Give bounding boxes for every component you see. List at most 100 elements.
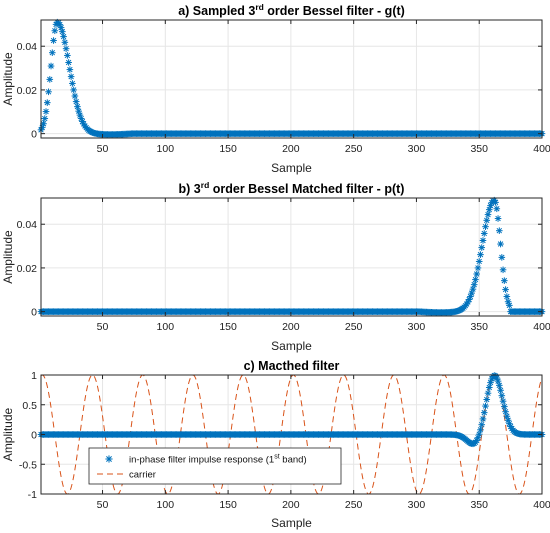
sample-point bbox=[494, 215, 502, 222]
y-tick-label: 0.02 bbox=[17, 85, 38, 97]
sample-point bbox=[69, 80, 76, 87]
data-series bbox=[37, 18, 546, 138]
marker-stroke bbox=[63, 45, 69, 52]
marker-stroke bbox=[44, 99, 51, 106]
sample-point bbox=[482, 223, 489, 230]
marker-stroke bbox=[59, 28, 66, 35]
sample-point bbox=[70, 86, 77, 94]
x-tick-label: 100 bbox=[157, 143, 175, 155]
chart-panel-1: 50 100 150 200 250 300 350 400 0 0.02 0.04 Sample Am… bbox=[1, 2, 550, 175]
sample-point bbox=[47, 62, 55, 70]
marker-stroke bbox=[50, 37, 57, 44]
sample-point bbox=[473, 270, 481, 278]
sample-point bbox=[60, 33, 67, 40]
sample-point bbox=[72, 98, 80, 105]
sample-point bbox=[45, 88, 52, 96]
marker-stroke bbox=[69, 80, 76, 87]
marker-stroke bbox=[65, 59, 72, 66]
y-tick-label: 0.04 bbox=[17, 41, 38, 53]
sample-point bbox=[475, 258, 483, 265]
sample-point bbox=[477, 251, 484, 258]
sample-point bbox=[43, 99, 51, 106]
marker-stroke bbox=[45, 89, 52, 95]
marker-stroke bbox=[40, 120, 47, 127]
x-tick-label: 300 bbox=[408, 143, 426, 155]
plot-area bbox=[41, 20, 542, 138]
marker-stroke bbox=[60, 33, 67, 40]
marker-stroke bbox=[67, 66, 73, 73]
sample-point bbox=[46, 76, 54, 83]
sample-point bbox=[61, 39, 69, 46]
chart-panel-2: 50 100 150 200 250 300 350 400 0 0.02 0.04 Sample Am… bbox=[1, 180, 550, 353]
y-tick-label: 0 bbox=[31, 307, 37, 319]
sample-point bbox=[71, 92, 79, 100]
marker-stroke bbox=[64, 52, 71, 59]
x-tick-label: 50 bbox=[97, 321, 109, 333]
chart-title-prefix: b) 3 bbox=[179, 182, 201, 196]
x-tick-label: 200 bbox=[282, 321, 300, 333]
sample-point bbox=[41, 115, 49, 122]
y-tick-label: 0.04 bbox=[17, 219, 38, 231]
sample-point bbox=[40, 120, 47, 128]
marker-stroke bbox=[58, 24, 64, 31]
chart-panel-3: 50 100 150 200 250 300 350 400-1-0.500.51Sample… bbox=[1, 359, 550, 530]
axes-box bbox=[40, 19, 543, 139]
marker-stroke bbox=[72, 93, 78, 99]
chart-title-superscript: rd bbox=[201, 180, 210, 190]
sample-point bbox=[62, 45, 70, 52]
x-tick-label: 350 bbox=[470, 143, 488, 155]
sample-point bbox=[66, 66, 74, 73]
sample-point bbox=[483, 217, 491, 224]
sample-point bbox=[74, 103, 81, 110]
chart-title: a) Sampled 3rd order Bessel filter - g(t… bbox=[178, 2, 405, 18]
plot-area bbox=[41, 198, 542, 316]
marker-stroke bbox=[78, 115, 84, 122]
chart-title-prefix: a) Sampled 3 bbox=[178, 4, 255, 18]
sample-point bbox=[502, 286, 509, 293]
ticks: 50 100 150 200 250 300 350 400 0 0.02 0.04 bbox=[17, 20, 550, 155]
marker-stroke bbox=[49, 49, 56, 56]
x-tick-label: 400 bbox=[533, 321, 550, 333]
sample-point bbox=[496, 227, 503, 235]
sample-point bbox=[493, 205, 501, 213]
y-axis-label: Amplitude bbox=[1, 230, 15, 284]
marker-stroke bbox=[77, 112, 83, 118]
sample-point bbox=[51, 27, 59, 35]
sample-point bbox=[492, 199, 499, 206]
marker-stroke bbox=[79, 118, 86, 125]
sample-point bbox=[498, 254, 506, 261]
sample-point bbox=[469, 285, 477, 293]
x-tick-label: 400 bbox=[533, 143, 550, 155]
x-tick-label: 200 bbox=[282, 143, 300, 155]
marker-stroke bbox=[43, 108, 49, 115]
marker-stroke bbox=[62, 39, 68, 46]
marker-stroke bbox=[74, 103, 81, 110]
x-tick-label: 50 bbox=[97, 143, 109, 155]
sample-point bbox=[474, 264, 482, 272]
y-tick-label: 0 bbox=[31, 129, 37, 141]
marker-stroke bbox=[68, 73, 74, 80]
sample-point bbox=[478, 244, 486, 251]
sample-point bbox=[480, 230, 488, 237]
sample-point bbox=[65, 59, 72, 66]
x-axis-label: Sample bbox=[271, 161, 312, 175]
sample-point bbox=[50, 37, 57, 44]
x-axis-label: Sample bbox=[271, 339, 312, 353]
x-tick-label: 250 bbox=[345, 321, 363, 333]
sample-point bbox=[472, 276, 479, 283]
marker-stroke bbox=[57, 21, 63, 28]
x-tick-label: 150 bbox=[219, 143, 237, 155]
sample-point bbox=[506, 302, 513, 309]
sample-point bbox=[59, 28, 66, 35]
sample-point bbox=[479, 237, 487, 244]
marker-stroke bbox=[70, 87, 77, 93]
marker-stroke bbox=[52, 28, 58, 34]
sample-point bbox=[42, 108, 50, 115]
sample-point bbox=[484, 211, 492, 218]
sample-point bbox=[501, 277, 508, 284]
x-tick-label: 250 bbox=[345, 143, 363, 155]
marker-stroke bbox=[75, 108, 82, 114]
sample-point bbox=[49, 49, 56, 57]
marker-stroke bbox=[48, 63, 54, 69]
